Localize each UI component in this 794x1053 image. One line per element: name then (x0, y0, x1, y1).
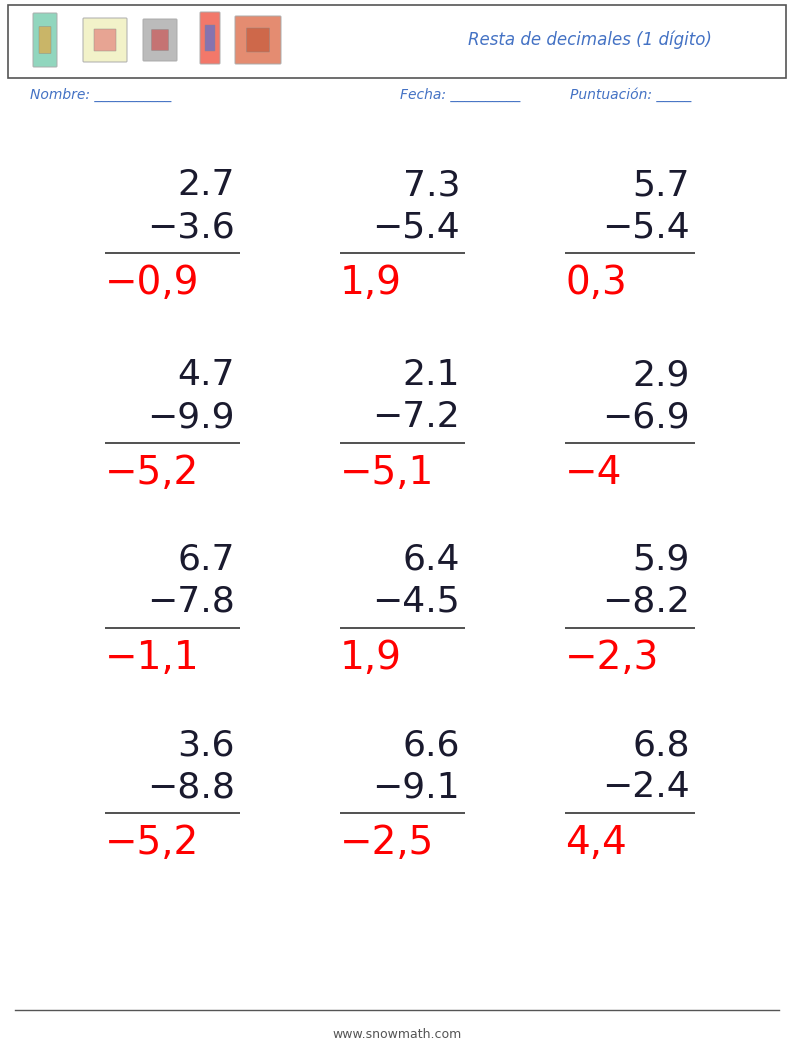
FancyBboxPatch shape (152, 29, 168, 51)
Text: 4.7: 4.7 (178, 358, 235, 392)
Text: −5,2: −5,2 (105, 824, 199, 862)
FancyBboxPatch shape (143, 19, 177, 61)
Text: 2.1: 2.1 (403, 358, 460, 392)
Text: −8.2: −8.2 (602, 585, 690, 619)
Text: 0,3: 0,3 (565, 264, 626, 302)
FancyBboxPatch shape (83, 18, 127, 62)
FancyBboxPatch shape (235, 16, 281, 64)
Text: −3.6: −3.6 (147, 210, 235, 244)
Text: 5.7: 5.7 (633, 168, 690, 202)
Text: −7.2: −7.2 (372, 400, 460, 434)
Text: 3.6: 3.6 (178, 728, 235, 762)
Text: −1,1: −1,1 (105, 639, 199, 677)
FancyBboxPatch shape (94, 29, 116, 51)
Text: Resta de decimales (1 dígito): Resta de decimales (1 dígito) (468, 31, 712, 49)
Text: −5.4: −5.4 (372, 210, 460, 244)
Text: 2.9: 2.9 (633, 358, 690, 392)
Text: Puntuación: _____: Puntuación: _____ (570, 87, 692, 102)
FancyBboxPatch shape (246, 28, 269, 52)
FancyBboxPatch shape (200, 12, 220, 64)
Text: −2,5: −2,5 (340, 824, 434, 862)
Text: −5,1: −5,1 (340, 454, 434, 492)
FancyBboxPatch shape (33, 13, 57, 67)
FancyBboxPatch shape (205, 25, 215, 51)
Text: −2.4: −2.4 (603, 770, 690, 804)
Text: −0,9: −0,9 (105, 264, 199, 302)
Text: Nombre: ___________: Nombre: ___________ (30, 88, 172, 102)
Text: 6.8: 6.8 (632, 728, 690, 762)
Text: −5.4: −5.4 (603, 210, 690, 244)
Text: 1,9: 1,9 (340, 639, 402, 677)
Text: −9.9: −9.9 (148, 400, 235, 434)
FancyBboxPatch shape (39, 26, 51, 54)
Text: 7.3: 7.3 (403, 168, 460, 202)
Text: −9.1: −9.1 (372, 770, 460, 804)
Text: −4.5: −4.5 (372, 585, 460, 619)
Text: Fecha: __________: Fecha: __________ (400, 88, 520, 102)
Text: −4: −4 (565, 454, 622, 492)
Text: 2.7: 2.7 (178, 168, 235, 202)
Text: 6.6: 6.6 (403, 728, 460, 762)
Text: −6.9: −6.9 (603, 400, 690, 434)
Text: 6.7: 6.7 (178, 543, 235, 577)
Text: −7.8: −7.8 (147, 585, 235, 619)
Text: 4,4: 4,4 (565, 824, 626, 862)
Text: 6.4: 6.4 (403, 543, 460, 577)
Text: 5.9: 5.9 (633, 543, 690, 577)
Text: −2,3: −2,3 (565, 639, 659, 677)
Bar (8, 5, 786, 78)
Text: 1,9: 1,9 (340, 264, 402, 302)
Text: −5,2: −5,2 (105, 454, 199, 492)
Text: −8.8: −8.8 (147, 770, 235, 804)
Text: www.snowmath.com: www.snowmath.com (333, 1029, 461, 1041)
